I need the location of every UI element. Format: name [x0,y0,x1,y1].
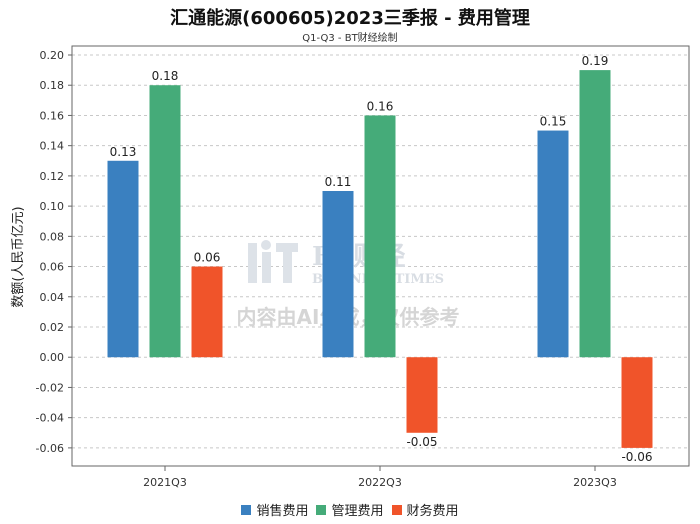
legend-swatch [316,504,327,515]
data-label: -0.06 [621,450,652,464]
bar [191,266,223,358]
y-tick-label: -0.06 [36,442,64,455]
y-tick-label: 0.10 [40,200,65,213]
y-tick-label: 0.06 [40,261,65,274]
bar [107,160,139,358]
y-tick-labels: 0.20 0.18 0.16 0.14 0.12 0.10 0.08 0.06 0.04 0.02… [36,49,72,455]
bar [406,357,438,433]
bar [621,357,653,448]
y-tick-label: 0.00 [40,351,65,364]
legend-item: 财务费用 [391,500,459,519]
y-axis-label: 数额(人民币亿元) [11,206,26,307]
bar [364,115,396,358]
data-label: 0.06 [194,251,221,265]
bar [537,130,569,358]
y-tick-label: 0.04 [40,291,65,304]
y-tick-label: -0.02 [36,381,64,394]
data-label: 0.16 [367,99,394,113]
data-label: 0.19 [582,54,609,68]
y-tick-label: 0.02 [40,321,65,334]
data-label: 0.13 [110,145,137,159]
y-tick-label: -0.04 [36,412,64,425]
bars [107,70,653,448]
legend: 销售费用 管理费用 财务费用 [0,500,700,519]
chart-subtitle: Q1-Q3 - BT财经绘制 [302,33,398,44]
chart-title: 汇通能源(600605)2023三季报 - 费用管理 [170,8,530,29]
bar [149,85,181,358]
x-tick-label: 2021Q3 [143,476,187,489]
legend-swatch [391,504,402,515]
y-tick-label: 0.08 [40,230,65,243]
x-tick-label: 2023Q3 [573,476,617,489]
watermark-logo-icon [248,240,298,283]
data-labels: 0.13 0.18 0.06 0.11 0.16 -0.05 0.15 0.19 -0.06 [110,54,653,464]
y-tick-label: 0.18 [40,79,65,92]
legend-label: 财务费用 [406,504,459,519]
legend-item: 管理费用 [316,500,384,519]
bar [579,70,611,358]
data-label: 0.18 [152,69,179,83]
legend-item: 销售费用 [241,500,308,519]
bar [322,191,354,358]
data-label: 0.15 [540,115,567,129]
y-tick-label: 0.12 [40,170,65,183]
legend-label: 销售费用 [256,504,309,519]
x-tick-label: 2022Q3 [358,476,402,489]
data-label: -0.05 [406,435,437,449]
x-tick-labels: 2021Q3 2022Q3 2023Q3 [143,466,617,489]
y-tick-label: 0.14 [40,140,65,153]
y-tick-label: 0.16 [40,109,65,122]
data-label: 0.11 [325,175,352,189]
legend-label: 管理费用 [331,504,384,519]
y-tick-label: 0.20 [40,49,65,62]
legend-swatch [241,504,252,515]
